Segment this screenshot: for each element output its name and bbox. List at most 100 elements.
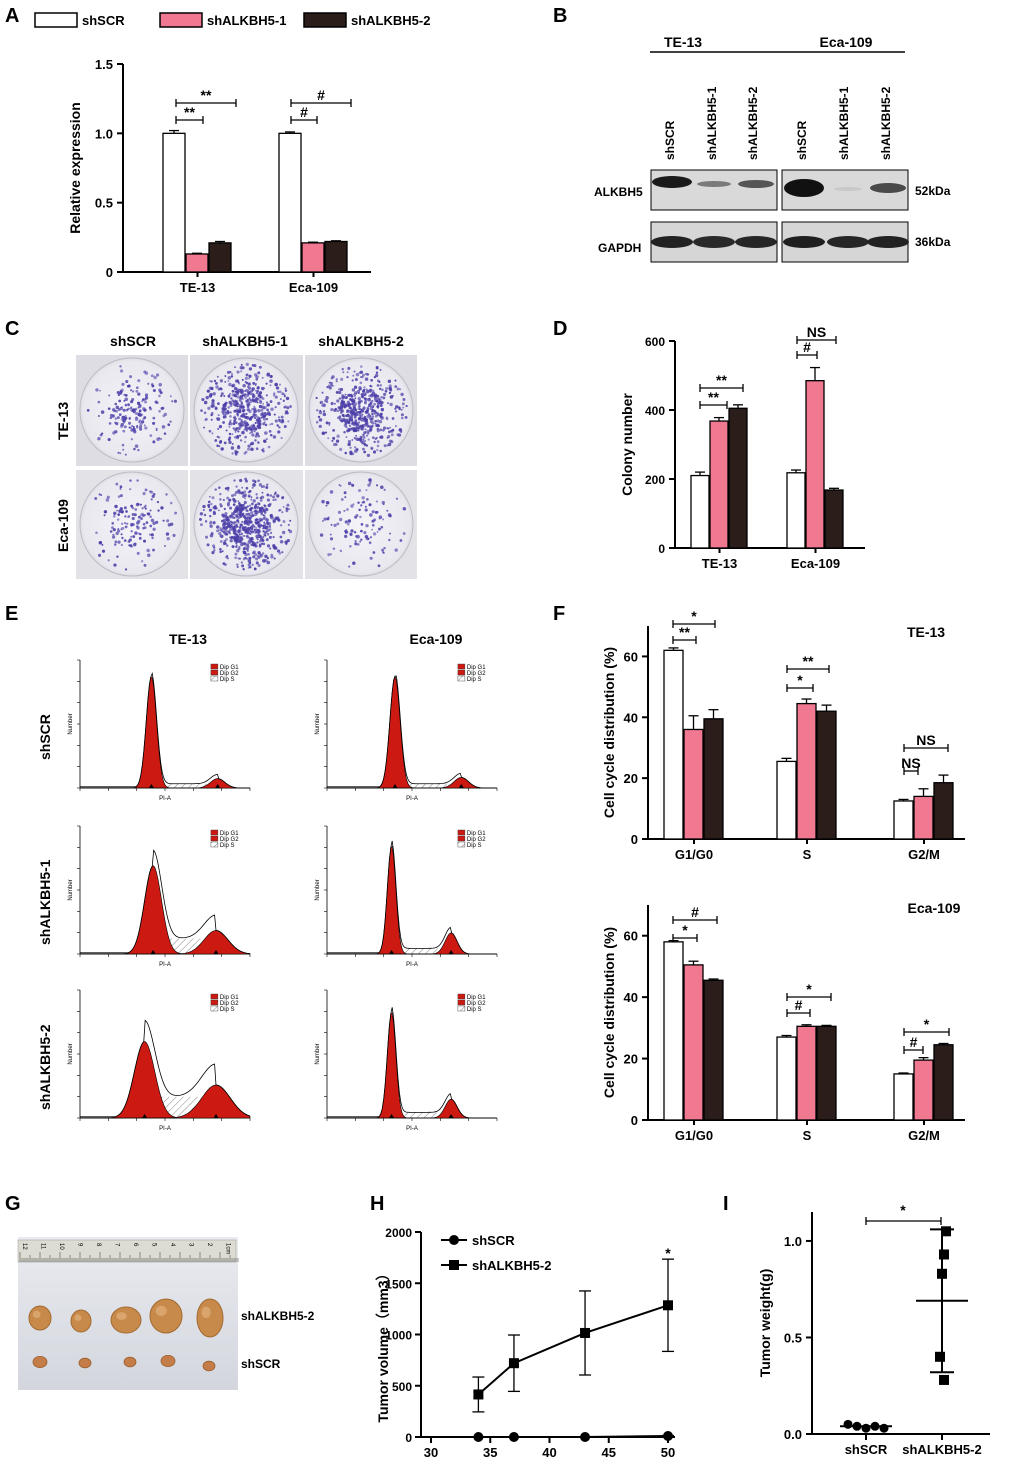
colony	[347, 428, 351, 432]
colony	[255, 392, 258, 395]
colony	[247, 541, 251, 545]
colony	[374, 414, 378, 418]
ruler-label: 9	[77, 1243, 83, 1247]
colony	[135, 416, 138, 419]
colony	[344, 520, 348, 524]
colony	[119, 452, 122, 455]
flow-legend-label: Dip G1	[467, 665, 486, 671]
colony	[343, 406, 346, 409]
tumor-label-shalkbh5-2: shALKBH5-2	[241, 1309, 315, 1323]
colony	[97, 415, 100, 418]
colony	[157, 509, 160, 512]
colony	[272, 499, 275, 501]
x-tick-label: 35	[483, 1445, 497, 1459]
colony	[254, 526, 258, 529]
colony	[363, 386, 366, 389]
colony	[266, 403, 271, 407]
colony	[343, 491, 347, 495]
colony	[353, 391, 358, 395]
colony	[249, 432, 252, 435]
colony	[239, 397, 242, 400]
colony	[136, 401, 141, 405]
colony	[94, 497, 98, 500]
colony	[356, 534, 360, 539]
colony	[364, 439, 367, 443]
colony	[249, 514, 253, 519]
colony	[363, 442, 367, 446]
colony	[219, 498, 222, 501]
colony	[208, 495, 211, 498]
colony	[215, 381, 218, 385]
colony	[346, 376, 349, 379]
colony	[141, 514, 146, 518]
chart-i-tumor-weight: 0.0 0.5 1.0 shSCR shALKBH5-2 Tumor weight(g) *	[757, 1202, 990, 1457]
colony	[228, 432, 232, 436]
flow-legend-swatch	[210, 669, 219, 676]
colony	[244, 520, 248, 523]
colony	[233, 479, 236, 482]
colony	[123, 522, 127, 525]
colony	[122, 421, 126, 424]
colony	[251, 523, 255, 527]
colony	[228, 421, 231, 424]
colony	[244, 435, 247, 439]
colony	[284, 412, 287, 415]
colony	[114, 417, 118, 420]
colony	[325, 500, 330, 505]
y-tick-label: 0	[405, 1431, 412, 1445]
colony	[141, 400, 144, 403]
colony	[350, 529, 354, 533]
flow-legend-swatch	[457, 829, 466, 836]
colony	[359, 410, 363, 414]
colony	[270, 434, 273, 437]
colony	[219, 540, 223, 543]
colony	[233, 409, 237, 413]
colony	[251, 392, 255, 396]
colony	[147, 382, 150, 385]
colony	[124, 397, 129, 402]
colony	[362, 389, 365, 393]
colony	[279, 535, 283, 539]
colony	[129, 375, 133, 379]
point-shscr	[861, 1423, 871, 1433]
colony	[251, 541, 255, 544]
colony	[222, 522, 225, 525]
flow-peak-marker	[150, 950, 156, 954]
colony	[255, 528, 258, 531]
colony	[258, 391, 263, 395]
colony	[367, 413, 371, 416]
colony	[347, 393, 351, 397]
flow-legend-label: Dip S	[467, 1007, 482, 1013]
colony-col-shalkbh5-1: shALKBH5-1	[202, 333, 288, 349]
colony	[368, 478, 372, 482]
colony	[105, 498, 110, 502]
flow-legend-swatch	[457, 841, 466, 848]
colony	[222, 514, 226, 518]
colony	[206, 543, 210, 547]
colony	[238, 511, 242, 515]
colony	[212, 544, 216, 548]
colony	[236, 395, 240, 399]
colony	[115, 409, 118, 413]
flow-legend-label: Dip G2	[220, 1001, 239, 1007]
colony	[233, 510, 237, 514]
legend-marker	[449, 1260, 459, 1270]
colony	[249, 532, 252, 535]
colony	[263, 440, 267, 443]
colony	[219, 492, 222, 496]
colony	[214, 439, 218, 442]
x-tick-label: 40	[542, 1445, 556, 1459]
colony	[278, 416, 280, 419]
colony	[317, 415, 321, 419]
colony	[243, 534, 246, 538]
colony	[285, 509, 289, 513]
colony	[99, 541, 102, 544]
colony	[144, 393, 149, 397]
colony	[252, 483, 256, 487]
colony	[354, 397, 357, 400]
colony	[397, 406, 400, 409]
colony	[387, 513, 392, 517]
colony	[232, 528, 236, 532]
ruler-label: 10	[58, 1243, 64, 1250]
colony	[149, 509, 152, 512]
